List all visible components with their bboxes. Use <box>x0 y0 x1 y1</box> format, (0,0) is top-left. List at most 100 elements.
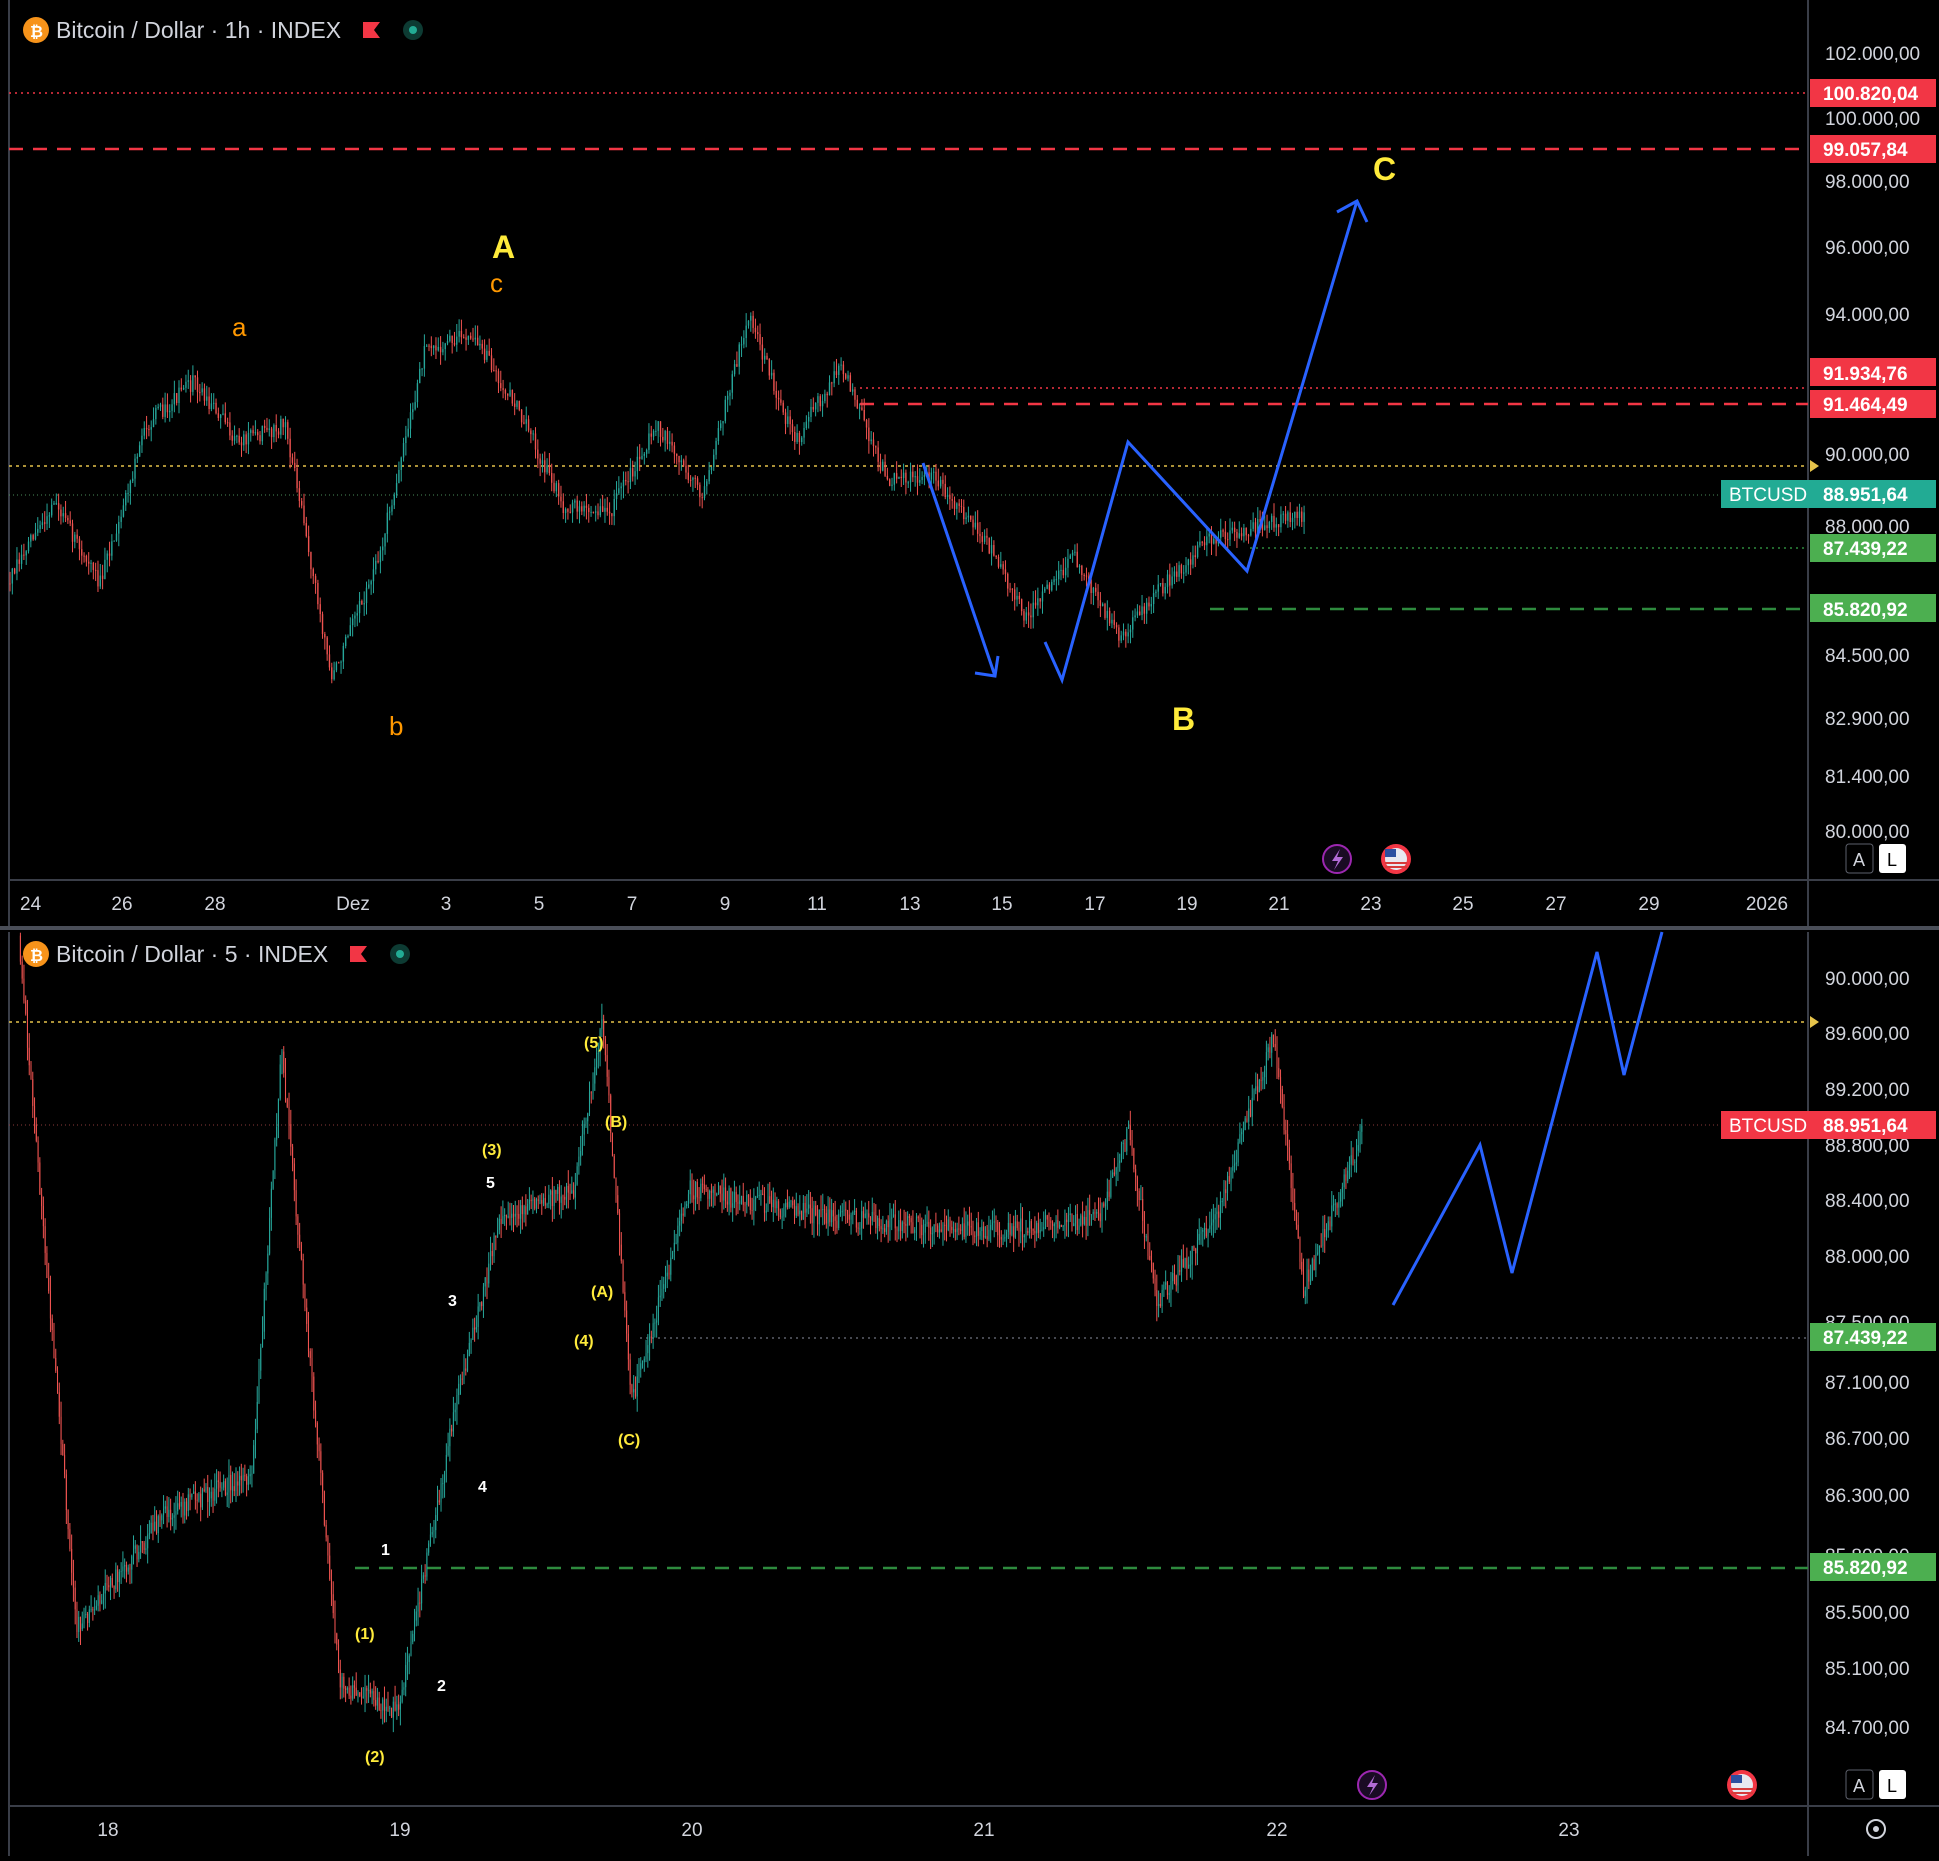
candle-body <box>429 1534 431 1544</box>
candle-body <box>907 1216 909 1226</box>
candle-body <box>1067 558 1069 568</box>
candle-body <box>37 1140 39 1163</box>
candle-body <box>398 469 400 484</box>
auto-scale-button[interactable] <box>1845 1769 1874 1800</box>
candle-body <box>488 1263 490 1284</box>
candle-body <box>484 1277 486 1287</box>
candle-body <box>798 433 801 443</box>
candle-body <box>26 1013 28 1048</box>
settings-icon[interactable] <box>1866 1819 1886 1839</box>
candle-body <box>520 1205 522 1219</box>
candle-body <box>1048 1219 1050 1222</box>
top-price-axis[interactable]: 102.000,00 100.000,00 98.000,00 96.000,0… <box>1825 44 1920 843</box>
candle-body <box>35 1124 37 1141</box>
candle-body <box>953 1229 955 1231</box>
candle-body <box>1011 588 1014 590</box>
candle-body <box>648 433 650 450</box>
time-label: 2026 <box>1746 894 1788 915</box>
candle-body <box>336 1633 338 1645</box>
candle-body <box>812 406 814 410</box>
candle-body <box>988 1229 990 1240</box>
candle-body <box>891 484 893 486</box>
candle-body <box>39 525 41 529</box>
top-scale-buttons[interactable]: A L <box>1845 843 1906 874</box>
candle-body <box>1112 1172 1114 1178</box>
candle-body <box>535 1199 538 1209</box>
candle-body <box>720 423 722 429</box>
candle-body <box>722 421 724 424</box>
candle-body <box>1080 1215 1082 1226</box>
candle-body <box>51 1318 53 1331</box>
candle-body <box>1285 1130 1287 1135</box>
bottom-chart-panel[interactable]: ₿ Bitcoin / Dollar · 5 · INDEX 1 2 3 4 5… <box>8 931 1939 1856</box>
candle-body <box>253 1445 255 1474</box>
candle-body <box>838 1213 840 1228</box>
candle-body <box>458 330 460 337</box>
bottom-time-axis[interactable]: 18 19 20 21 22 23 <box>97 1820 1579 1841</box>
candle-body <box>986 1236 988 1240</box>
candle-body <box>1265 1052 1267 1071</box>
candle-body <box>976 522 979 534</box>
candle-body <box>1106 1191 1108 1203</box>
candle-body <box>129 1567 131 1570</box>
price-tag-87439: 87.439,22 <box>1823 1328 1908 1349</box>
candle-body <box>1166 1282 1168 1296</box>
candle-body <box>198 1493 200 1501</box>
top-time-axis[interactable]: 24 26 28 Dez 3 5 7 9 11 13 15 17 19 21 23 25 27 29 2026 <box>20 894 1788 915</box>
candle-body <box>163 1508 165 1516</box>
time-label: 15 <box>991 894 1012 915</box>
candle-body <box>440 1483 442 1503</box>
candle-body <box>571 1190 573 1194</box>
candle-body <box>19 935 21 962</box>
top-chart-panel[interactable]: ₿ Bitcoin / Dollar · 1h · INDEX <box>0 0 1939 928</box>
candle-body <box>1233 527 1236 532</box>
candle-body <box>451 1428 453 1432</box>
candle-body <box>1134 615 1136 618</box>
candle-body <box>465 337 467 340</box>
candle-body <box>298 488 301 501</box>
candle-body <box>828 382 831 396</box>
candle-body <box>115 533 118 541</box>
bottom-scale-buttons[interactable]: A L <box>1845 1769 1906 1800</box>
candle-body <box>134 1545 136 1549</box>
candle-body <box>206 396 208 401</box>
candle-body <box>1194 555 1196 558</box>
candle-body <box>472 1327 474 1340</box>
candle-body <box>595 511 597 513</box>
candle-body <box>433 1530 435 1533</box>
candle-body <box>1166 574 1169 587</box>
candle-body <box>1048 584 1051 591</box>
candle-body <box>205 1486 207 1491</box>
log-scale-button[interactable] <box>1879 1770 1906 1799</box>
candle-body <box>585 1121 587 1125</box>
bottom-price-axis[interactable]: 90.000,00 89.600,00 89.200,00 88.800,00 … <box>1825 969 1910 1739</box>
candle-body <box>1069 1213 1071 1215</box>
candle-body <box>291 457 294 463</box>
candle-body <box>657 421 659 431</box>
candle-body <box>652 1323 654 1337</box>
candle-body <box>1195 1248 1197 1254</box>
candle-body <box>357 1692 359 1696</box>
price-label: 89.600,00 <box>1825 1024 1910 1045</box>
candle-body <box>546 465 548 473</box>
candle-body <box>1000 564 1002 567</box>
candle-body <box>382 1699 384 1711</box>
candle-body <box>290 1124 292 1147</box>
candle-body <box>1243 527 1245 537</box>
price-tag-85820: 85.820,92 <box>1823 1558 1908 1579</box>
candle-body <box>537 449 539 459</box>
candle-body <box>106 1582 108 1586</box>
log-scale-button[interactable] <box>1879 844 1906 873</box>
price-label: 87.100,00 <box>1825 1373 1910 1394</box>
price-label: 80.000,00 <box>1825 822 1910 843</box>
price-label: 89.200,00 <box>1825 1080 1910 1101</box>
candle-body <box>930 472 933 480</box>
candle-body <box>803 428 805 438</box>
candle-body <box>649 1336 651 1346</box>
candle-body <box>164 1506 166 1509</box>
auto-scale-button[interactable] <box>1845 843 1874 874</box>
candle-body <box>1030 1221 1032 1229</box>
candle-body <box>354 615 356 619</box>
candle-body <box>451 335 453 344</box>
